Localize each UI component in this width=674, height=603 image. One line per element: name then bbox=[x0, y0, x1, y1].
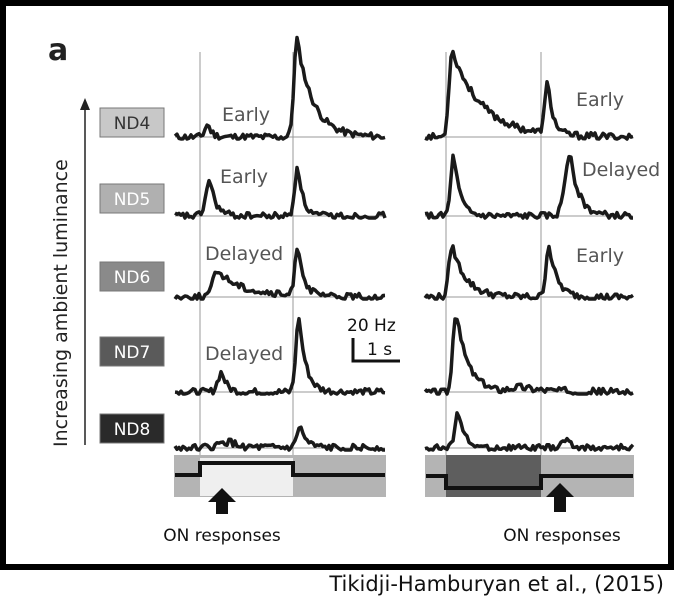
nd-box bbox=[99, 336, 165, 367]
stimulus-left-arrow bbox=[208, 488, 236, 514]
nd-box bbox=[99, 183, 165, 214]
stimulus-right-step bbox=[446, 455, 541, 497]
figure-panel: a Increasing ambient luminance ND4 ND5 ND6… bbox=[0, 0, 674, 570]
nd-box-text: ND7 bbox=[114, 343, 151, 363]
trace-right-nd5 bbox=[424, 153, 633, 220]
stimulus-left-trace bbox=[175, 461, 385, 477]
annotation-right-nd6: Early bbox=[576, 245, 624, 267]
luminance-axis-arrowhead bbox=[80, 98, 90, 110]
trace-right-nd4 bbox=[424, 49, 634, 141]
stimulus-right: ON responses bbox=[425, 455, 634, 546]
nd-box-text: ND6 bbox=[114, 268, 151, 288]
trace-right-nd8 bbox=[424, 411, 635, 452]
scale-bar-y-label: 20 Hz bbox=[347, 316, 396, 336]
stimulus-left: ON responses bbox=[163, 455, 386, 546]
response-annotations: Early Early Early Delayed Delayed Early Delaye… bbox=[205, 89, 660, 365]
trace-right-nd7 bbox=[423, 317, 634, 396]
nd-labels: ND4 ND5 ND6 ND7 ND8 bbox=[99, 107, 165, 444]
scale-bar: 20 Hz 1 s bbox=[347, 316, 400, 363]
annotation-left-nd4: Early bbox=[222, 104, 270, 126]
nd-box-text: ND4 bbox=[114, 114, 151, 134]
trace-left-nd6 bbox=[173, 247, 386, 301]
annotation-left-nd7: Delayed bbox=[205, 343, 283, 365]
nd-box bbox=[99, 413, 165, 444]
stimulus-left-label: ON responses bbox=[163, 526, 281, 546]
trace-right-nd6 bbox=[423, 244, 634, 301]
figure-credit: Tikidji-Hamburyan et al., (2015) bbox=[329, 572, 664, 596]
panel-letter: a bbox=[48, 33, 68, 68]
nd-label-nd4: ND4 bbox=[99, 107, 165, 138]
trace-left-nd4 bbox=[173, 35, 386, 141]
stimulus-right-label: ON responses bbox=[503, 526, 621, 546]
trace-left-nd5 bbox=[174, 165, 387, 220]
trace-left-nd8 bbox=[173, 425, 385, 452]
annotation-left-nd5: Early bbox=[220, 166, 268, 188]
scale-bar-x-label: 1 s bbox=[367, 340, 392, 360]
stimulus-right-trace bbox=[426, 474, 633, 490]
stimulus-right-arrow bbox=[546, 483, 574, 512]
nd-box-text: ND5 bbox=[114, 190, 151, 210]
firing-rate-traces bbox=[173, 35, 635, 452]
luminance-axis-label: Increasing ambient luminance bbox=[50, 159, 72, 447]
annotation-right-nd5: Delayed bbox=[582, 159, 660, 181]
nd-label-nd7: ND7 bbox=[99, 336, 165, 367]
scale-bar-lines bbox=[351, 338, 400, 363]
nd-box bbox=[99, 107, 165, 138]
annotation-left-nd6: Delayed bbox=[205, 243, 283, 265]
nd-label-nd5: ND5 bbox=[99, 183, 165, 214]
nd-label-nd6: ND6 bbox=[99, 261, 165, 292]
annotation-right-nd4: Early bbox=[576, 89, 624, 111]
nd-box bbox=[99, 261, 165, 292]
nd-box-text: ND8 bbox=[114, 420, 151, 440]
trace-left-nd7 bbox=[174, 316, 386, 396]
nd-label-nd8: ND8 bbox=[99, 413, 165, 444]
